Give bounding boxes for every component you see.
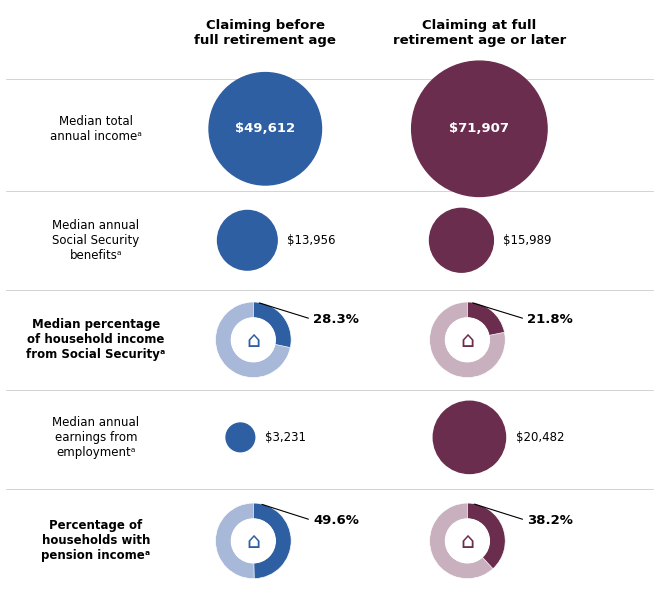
Circle shape <box>217 211 277 270</box>
Text: $15,989: $15,989 <box>503 234 552 247</box>
Text: Median total
annual incomeᵃ: Median total annual incomeᵃ <box>50 115 142 143</box>
Circle shape <box>209 73 322 185</box>
Text: ⌂: ⌂ <box>246 532 260 552</box>
Text: Median percentage
of household income
from Social Securityᵃ: Median percentage of household income fr… <box>26 319 165 361</box>
Circle shape <box>412 61 547 196</box>
Text: $3,231: $3,231 <box>265 431 306 444</box>
Text: 38.2%: 38.2% <box>527 514 573 527</box>
Circle shape <box>433 401 505 473</box>
Wedge shape <box>253 503 291 578</box>
Text: Median annual
earnings from
employmentᵃ: Median annual earnings from employmentᵃ <box>53 416 140 459</box>
Text: Claiming before
full retirement age: Claiming before full retirement age <box>194 19 336 47</box>
Text: $71,907: $71,907 <box>449 122 509 135</box>
Wedge shape <box>430 503 505 579</box>
Wedge shape <box>467 503 505 569</box>
Circle shape <box>226 423 255 452</box>
Text: ⌂: ⌂ <box>461 532 474 552</box>
Text: ⌂: ⌂ <box>246 331 260 351</box>
Circle shape <box>430 208 494 272</box>
Wedge shape <box>430 302 505 377</box>
Text: $13,956: $13,956 <box>287 234 335 247</box>
Wedge shape <box>467 302 505 335</box>
Text: Percentage of
households with
pension incomeᵃ: Percentage of households with pension in… <box>42 520 150 562</box>
Wedge shape <box>253 302 291 347</box>
Wedge shape <box>215 302 291 377</box>
Wedge shape <box>215 503 291 579</box>
Text: $20,482: $20,482 <box>515 431 564 444</box>
Circle shape <box>445 318 490 362</box>
Text: 21.8%: 21.8% <box>527 313 573 326</box>
Text: 49.6%: 49.6% <box>313 514 359 527</box>
Text: 28.3%: 28.3% <box>313 313 359 326</box>
Text: $49,612: $49,612 <box>235 122 295 135</box>
Text: ⌂: ⌂ <box>461 331 474 351</box>
Circle shape <box>231 519 275 563</box>
Circle shape <box>231 318 275 362</box>
Text: Median annual
Social Security
benefitsᵃ: Median annual Social Security benefitsᵃ <box>52 219 140 262</box>
Circle shape <box>445 519 490 563</box>
Text: Claiming at full
retirement age or later: Claiming at full retirement age or later <box>393 19 566 47</box>
